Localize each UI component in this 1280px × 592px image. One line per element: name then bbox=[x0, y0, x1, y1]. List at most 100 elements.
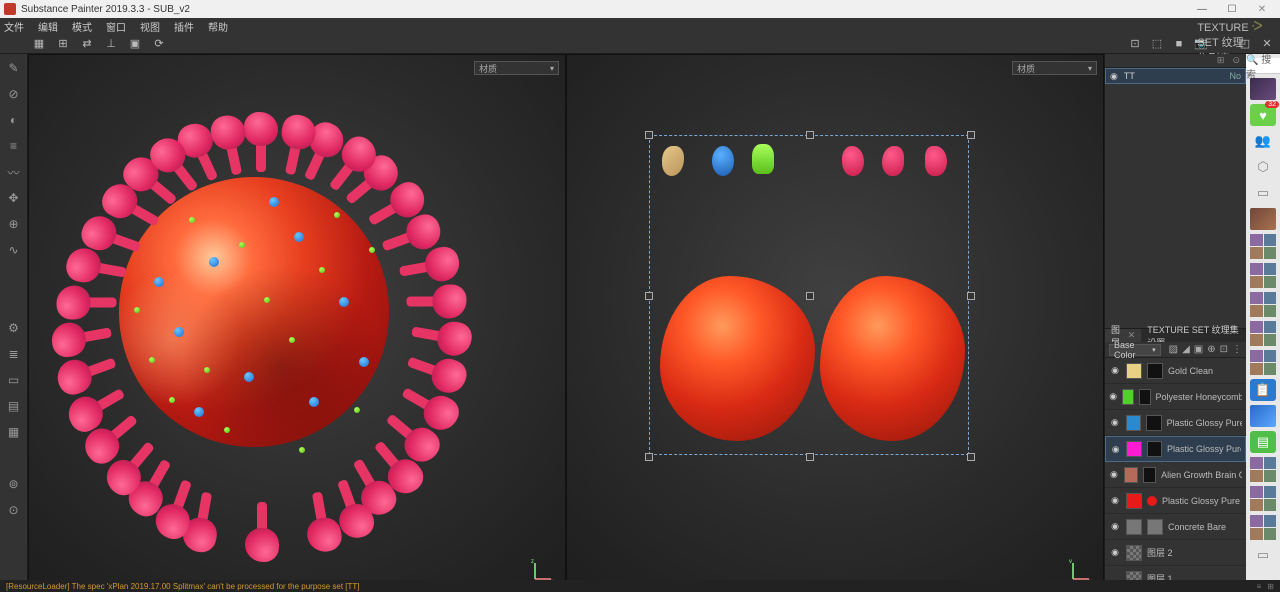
layer-row[interactable]: ◉Plastic Glossy Pure bbox=[1105, 436, 1246, 462]
viewport-2d[interactable]: 材质 vu bbox=[566, 54, 1104, 592]
layer-row[interactable]: ◉图层 2 bbox=[1105, 540, 1246, 566]
eye-icon[interactable]: ◉ bbox=[1109, 495, 1121, 506]
eye-icon[interactable]: ◉ bbox=[1110, 444, 1121, 455]
viewport-3d-shader-dropdown[interactable]: 材质 bbox=[474, 61, 559, 75]
layer-ctl-4[interactable]: ⊡ bbox=[1220, 344, 1228, 355]
layer-ctl-2[interactable]: ▣ bbox=[1194, 344, 1203, 355]
shelf-item-9[interactable] bbox=[1250, 321, 1276, 346]
menu-help[interactable]: 帮助 bbox=[208, 19, 228, 34]
tool-3-icon[interactable]: ≡ bbox=[6, 138, 22, 154]
render-iray-icon[interactable]: ⬚ bbox=[1150, 37, 1164, 51]
shelf-item-13[interactable]: ▤ bbox=[1250, 431, 1276, 453]
layer-row[interactable]: ◉Polyester Honeycomb Mesh Fa bbox=[1105, 384, 1246, 410]
menu-mode[interactable]: 模式 bbox=[72, 19, 92, 34]
eye-icon[interactable]: ◉ bbox=[1110, 71, 1118, 82]
shelf-item-4[interactable]: ▭ bbox=[1250, 182, 1276, 204]
eye-icon[interactable]: ◉ bbox=[1109, 547, 1121, 558]
layer-row[interactable]: ◉ Concrete Bare bbox=[1105, 514, 1246, 540]
view-refresh-icon[interactable]: ⟳ bbox=[152, 37, 166, 51]
view-swap-icon[interactable]: ⇄ bbox=[80, 37, 94, 51]
view-perp-icon[interactable]: ⊥ bbox=[104, 37, 118, 51]
layer-row[interactable]: ◉Alien Growth Brain Cells bbox=[1105, 462, 1246, 488]
selection-handle[interactable] bbox=[645, 292, 653, 300]
selection-handle[interactable] bbox=[806, 292, 814, 300]
tool-14-icon[interactable]: ▦ bbox=[6, 424, 22, 440]
tab-texture-settings[interactable]: TEXTURE SET 纹理集设置 bbox=[1141, 329, 1246, 342]
texture-set-item[interactable]: ◉ TT No bbox=[1105, 68, 1246, 84]
layer-row[interactable]: ◉Plastic Glossy Pure bbox=[1105, 488, 1246, 514]
shelf-item-8[interactable] bbox=[1250, 292, 1276, 317]
tool-10-icon[interactable]: ⚙ bbox=[6, 320, 22, 336]
status-icon-0[interactable]: ≡ bbox=[1257, 582, 1262, 591]
shelf-item-6[interactable] bbox=[1250, 234, 1276, 259]
shelf-item-10[interactable] bbox=[1250, 350, 1276, 375]
status-icon-1[interactable]: ⊞ bbox=[1267, 582, 1274, 591]
tool-1-icon[interactable]: ⊘ bbox=[6, 86, 22, 102]
selection-handle[interactable] bbox=[967, 453, 975, 461]
shelf-search[interactable]: 🔍 搜索 bbox=[1246, 58, 1280, 74]
menu-edit[interactable]: 编辑 bbox=[38, 19, 58, 34]
panel-popout-icon[interactable]: ◰ bbox=[1238, 37, 1252, 51]
tool-2-icon[interactable]: ◐ bbox=[6, 112, 22, 128]
layer-ctl-3[interactable]: ⊕ bbox=[1207, 344, 1215, 355]
layer-ctl-0[interactable]: ▨ bbox=[1169, 344, 1178, 355]
selection-handle[interactable] bbox=[645, 131, 653, 139]
selection-handle[interactable] bbox=[645, 453, 653, 461]
tool-16-icon[interactable]: ⊚ bbox=[6, 476, 22, 492]
eye-icon[interactable]: ◉ bbox=[1109, 469, 1119, 480]
shelf-item-2[interactable]: 👥 bbox=[1250, 130, 1276, 152]
maximize-button[interactable]: ☐ bbox=[1218, 2, 1246, 16]
view-grid-icon[interactable]: ▦ bbox=[32, 37, 46, 51]
viewport-2d-shader-dropdown[interactable]: 材质 bbox=[1012, 61, 1097, 75]
layer-row[interactable]: ◉Gold Clean bbox=[1105, 358, 1246, 384]
shelf-item-5[interactable] bbox=[1250, 208, 1276, 230]
menu-plugin[interactable]: 插件 bbox=[174, 19, 194, 34]
shelf-item-7[interactable] bbox=[1250, 263, 1276, 288]
eye-icon[interactable]: ◉ bbox=[1109, 365, 1121, 376]
ts-icon-a[interactable]: ⊞ bbox=[1217, 55, 1225, 66]
selection-handle[interactable] bbox=[806, 131, 814, 139]
tool-11-icon[interactable]: ≣ bbox=[6, 346, 22, 362]
selection-handle[interactable] bbox=[967, 292, 975, 300]
layer-ctl-5[interactable]: ⋮ bbox=[1232, 344, 1242, 355]
shelf-item-1[interactable]: ♥32 bbox=[1250, 104, 1276, 126]
eye-icon[interactable]: ◉ bbox=[1109, 417, 1121, 428]
eye-icon[interactable]: ◉ bbox=[1109, 521, 1121, 532]
panel-close-icon[interactable]: ✕ bbox=[1260, 37, 1274, 51]
layer-ctl-1[interactable]: ◢ bbox=[1182, 344, 1190, 355]
tool-0-icon[interactable]: ✎ bbox=[6, 60, 22, 76]
tool-7-icon[interactable]: ∿ bbox=[6, 242, 22, 258]
tool-5-icon[interactable]: ✥ bbox=[6, 190, 22, 206]
view-split-icon[interactable]: ⊞ bbox=[56, 37, 70, 51]
shelf-item-11[interactable]: 📋 bbox=[1250, 379, 1276, 401]
layer-row[interactable]: ◉Plastic Glossy Pure bbox=[1105, 410, 1246, 436]
ts-icon-b[interactable]: ⊙ bbox=[1232, 55, 1240, 66]
layer-label: Concrete Bare bbox=[1168, 522, 1226, 532]
uv-selection-frame[interactable] bbox=[649, 135, 969, 455]
menu-window[interactable]: 窗口 bbox=[106, 19, 126, 34]
shelf-item-14[interactable] bbox=[1250, 457, 1276, 482]
tool-4-icon[interactable]: 〰 bbox=[6, 164, 22, 180]
selection-handle[interactable] bbox=[967, 131, 975, 139]
eye-icon[interactable]: ◉ bbox=[1109, 391, 1117, 402]
shelf-item-17[interactable]: ▭ bbox=[1250, 544, 1276, 566]
tool-6-icon[interactable]: ⊕ bbox=[6, 216, 22, 232]
close-button[interactable]: ✕ bbox=[1248, 2, 1276, 16]
channel-dropdown[interactable]: Base Color bbox=[1109, 344, 1161, 356]
selection-handle[interactable] bbox=[806, 453, 814, 461]
tool-12-icon[interactable]: ▭ bbox=[6, 372, 22, 388]
minimize-button[interactable]: — bbox=[1188, 2, 1216, 16]
tool-17-icon[interactable]: ⊙ bbox=[6, 502, 22, 518]
render-record-icon[interactable]: ■ bbox=[1172, 37, 1186, 51]
menu-file[interactable]: 文件 bbox=[4, 19, 24, 34]
shelf-item-16[interactable] bbox=[1250, 515, 1276, 540]
shelf-item-0[interactable] bbox=[1250, 78, 1276, 100]
viewport-3d[interactable]: 材质 zx bbox=[28, 54, 566, 592]
shelf-item-15[interactable] bbox=[1250, 486, 1276, 511]
view-frame-icon[interactable]: ▣ bbox=[128, 37, 142, 51]
shelf-item-3[interactable]: ⬡ bbox=[1250, 156, 1276, 178]
tool-13-icon[interactable]: ▤ bbox=[6, 398, 22, 414]
menu-view[interactable]: 视图 bbox=[140, 19, 160, 34]
shelf-item-12[interactable] bbox=[1250, 405, 1276, 427]
render-mode-icon[interactable]: ⊡ bbox=[1128, 37, 1142, 51]
